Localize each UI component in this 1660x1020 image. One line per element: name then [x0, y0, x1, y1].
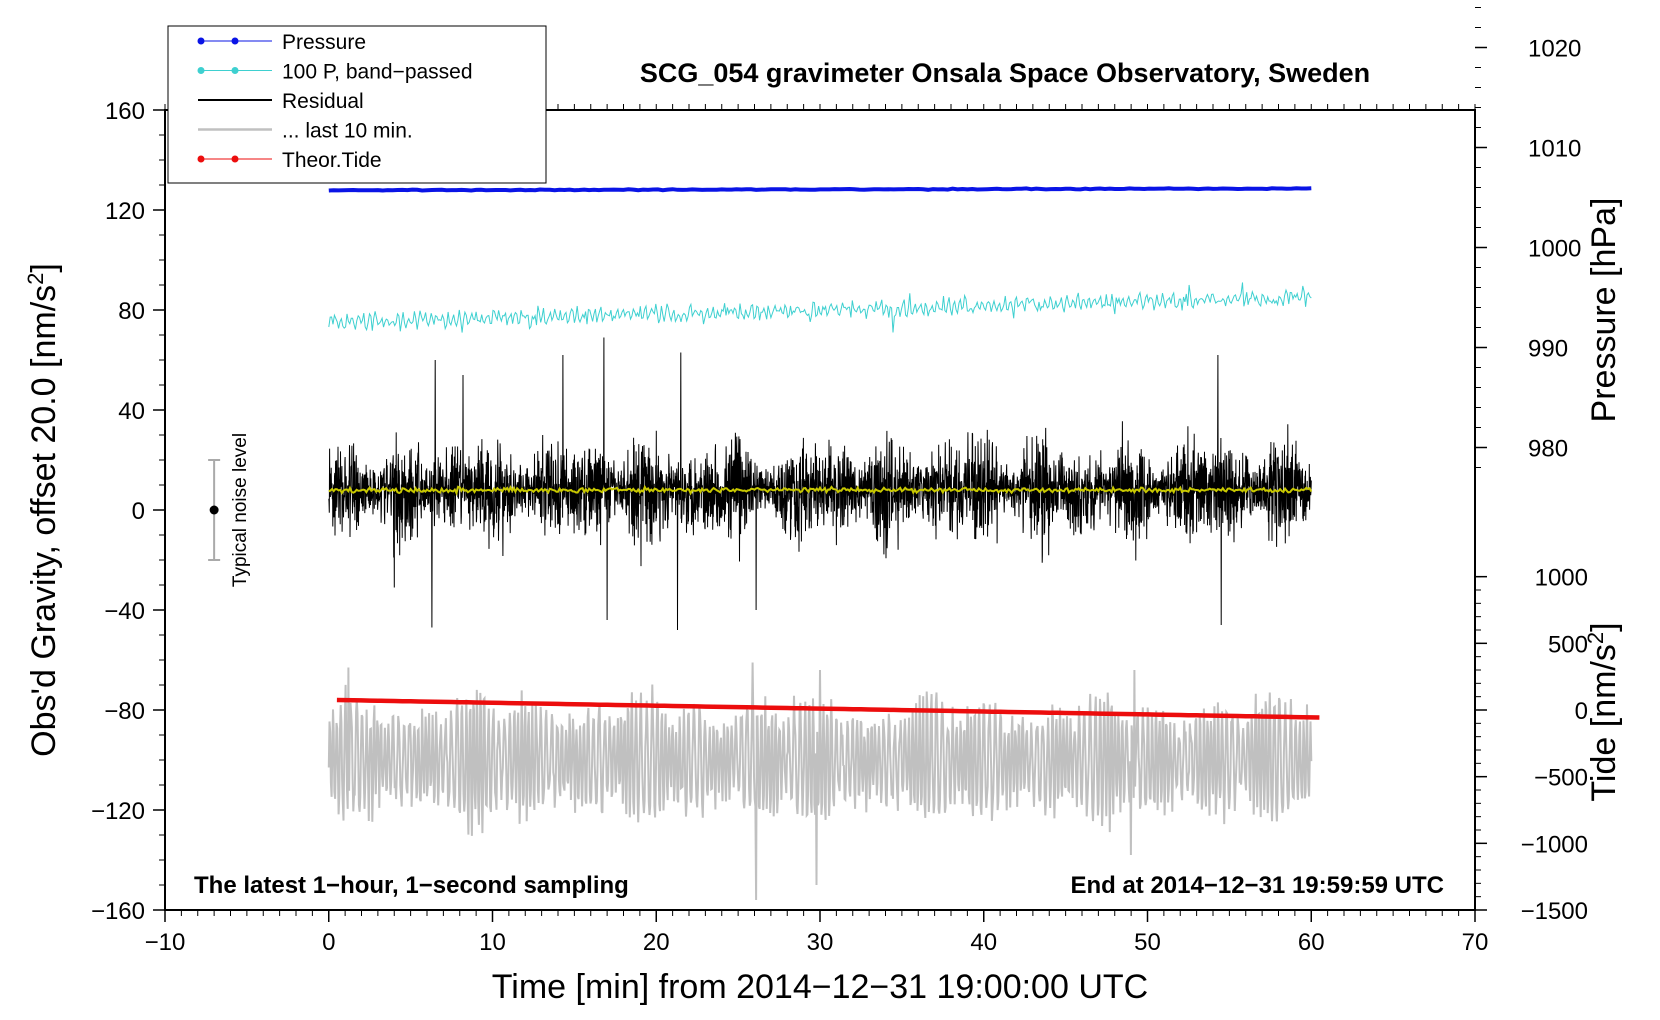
legend-swatch-marker	[197, 67, 205, 74]
y-axis-title-sup: 2	[23, 273, 48, 285]
y-tick-label: −120	[91, 798, 145, 825]
series-last-10-min	[327, 662, 1313, 901]
legend-swatch-marker	[197, 37, 205, 45]
series-residual	[328, 337, 1312, 631]
legend-label: Pressure	[282, 31, 366, 54]
legend-label: 100 P, band−passed	[282, 61, 473, 84]
x-tick-label: −10	[145, 929, 186, 956]
x-axis: −10 0 10 20 30 40 50 60 70	[145, 910, 1489, 956]
x-tick-label: 50	[1134, 929, 1161, 956]
y-axis-gravity: −160 −120 −80 −40 0 40 80 120 160	[91, 98, 165, 925]
y-tick-label: −80	[104, 698, 145, 725]
legend-box	[167, 25, 547, 184]
tide-tick-label: 0	[1575, 698, 1588, 725]
x-tick-label: 10	[479, 929, 506, 956]
y-axis-title: Obs'd Gravity, offset 20.0 [nm/s2]	[23, 263, 64, 757]
legend-swatch-marker	[197, 155, 205, 163]
y-tick-label: 0	[132, 498, 145, 525]
legend-swatch-marker	[231, 67, 239, 74]
y-axis-title-main: Obs'd Gravity, offset 20.0 [nm/s	[25, 285, 63, 757]
legend-label: ... last 10 min.	[282, 120, 413, 143]
series-band-passed-pressure	[328, 282, 1312, 333]
x-tick-label: 0	[322, 929, 335, 956]
y-axis-tide: −1500 −1000 −500 0 500 1000	[1475, 565, 1588, 925]
legend-label: Theor.Tide	[282, 149, 382, 172]
pressure-tick-label: 990	[1528, 336, 1568, 363]
x-tick-label: 30	[807, 929, 834, 956]
noise-indicator: Typical noise level	[208, 433, 251, 587]
x-tick-label: 60	[1298, 929, 1325, 956]
tide-axis-title: Tide [nm/s2]	[1583, 622, 1624, 801]
noise-label: Typical noise level	[230, 433, 251, 587]
legend: Pressure 100 P, band−passed Residual ... la…	[167, 25, 547, 184]
y-tick-label: −40	[104, 598, 145, 625]
noise-center-dot	[209, 505, 219, 515]
pressure-tick-label: 1010	[1528, 136, 1581, 163]
y-tick-label: 80	[118, 298, 145, 325]
tide-tick-label: 1000	[1535, 565, 1588, 592]
y-axis-pressure: 9809901000101010201030	[1475, 7, 1581, 468]
legend-label: Residual	[282, 90, 364, 113]
x-tick-label: 70	[1462, 929, 1489, 956]
pressure-tick-label: 1000	[1528, 236, 1581, 263]
y-tick-label: −160	[91, 898, 145, 925]
tide-axis-title-sup: 2	[1583, 632, 1608, 644]
tide-tick-label: −1500	[1521, 898, 1588, 925]
series-group	[327, 186, 1320, 901]
pressure-tick-label: 980	[1528, 436, 1568, 463]
annotation-end-time: End at 2014−12−31 19:59:59 UTC	[1070, 872, 1444, 899]
tide-tick-label: −1000	[1521, 831, 1588, 858]
y-tick-label: 120	[105, 198, 145, 225]
legend-swatch-marker	[231, 37, 239, 45]
x-tick-label: 20	[643, 929, 670, 956]
pressure-axis-title: Pressure [hPa]	[1585, 198, 1623, 423]
tide-tick-label: 500	[1548, 631, 1588, 658]
series-theoretical-tide	[336, 697, 1320, 720]
legend-swatch-marker	[231, 155, 239, 163]
y-tick-label: 40	[118, 398, 145, 425]
tide-axis-title-close: ]	[1585, 622, 1623, 631]
x-axis-title: Time [min] from 2014−12−31 19:00:00 UTC	[492, 968, 1148, 1006]
tide-axis-title-main: Tide [nm/s	[1585, 644, 1623, 801]
series-smoothed-residual	[328, 484, 1313, 496]
annotation-sampling: The latest 1−hour, 1−second sampling	[194, 872, 629, 899]
pressure-tick-label: 1020	[1528, 36, 1581, 63]
chart-title: SCG_054 gravimeter Onsala Space Observat…	[640, 58, 1370, 88]
y-tick-label: 160	[105, 98, 145, 125]
series-pressure	[328, 186, 1312, 193]
y-axis-title-close: ]	[25, 263, 63, 272]
tide-tick-label: −500	[1534, 765, 1588, 792]
x-tick-label: 40	[970, 929, 997, 956]
